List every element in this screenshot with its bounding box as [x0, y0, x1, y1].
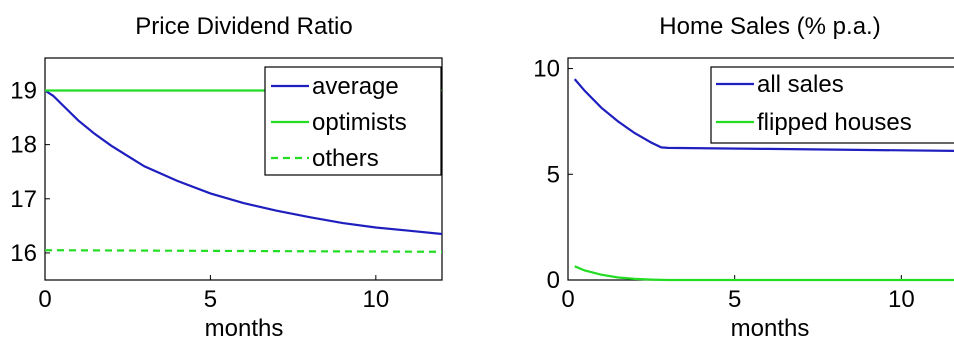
y-tick-label: 16: [10, 240, 37, 267]
series-line-flipped-houses: [574, 265, 954, 282]
legend-label-optimists: optimists: [312, 109, 407, 136]
y-tick-label: 5: [547, 161, 560, 188]
y-tick-label: 18: [10, 132, 37, 159]
y-tick-label: 10: [533, 56, 560, 83]
chart-home-sales: Home Sales (% p.a.) 0 5 10 0 5 10 months all …: [533, 13, 954, 342]
x-tick-label: 5: [728, 286, 741, 313]
x-tick-label: 5: [204, 286, 217, 313]
series-line-others: [44, 249, 443, 253]
y-tick-label: 19: [10, 77, 37, 104]
chart-price-dividend-ratio: Price Dividend Ratio 0 5 10 16 17 18 19 months…: [10, 13, 443, 342]
x-axis-label: months: [205, 315, 284, 342]
chart-title: Home Sales (% p.a.): [659, 13, 880, 40]
x-axis-label: months: [731, 315, 810, 342]
series-lines: [573, 78, 954, 282]
y-tick-label: 17: [10, 186, 37, 213]
legend-label-average: average: [312, 73, 399, 100]
y-tick-label: 0: [547, 267, 560, 294]
legend-label-all-sales: all sales: [757, 71, 844, 98]
x-tick-label: 10: [888, 286, 915, 313]
tick-labels: 0 5 10 0 5 10: [533, 56, 914, 313]
legend: all sales flipped houses: [710, 66, 954, 144]
legend: average optimists others: [264, 66, 442, 176]
legend-box: [710, 66, 954, 144]
legend-label-flipped-houses: flipped houses: [757, 109, 912, 136]
x-tick-label: 10: [362, 286, 389, 313]
legend-label-others: others: [312, 145, 379, 172]
chart-title: Price Dividend Ratio: [135, 13, 352, 40]
x-tick-label: 0: [561, 286, 574, 313]
x-tick-label: 0: [38, 286, 51, 313]
plot-area-frame: [44, 57, 443, 281]
series-line-average: [44, 89, 443, 236]
series-line-all-sales: [573, 78, 954, 152]
